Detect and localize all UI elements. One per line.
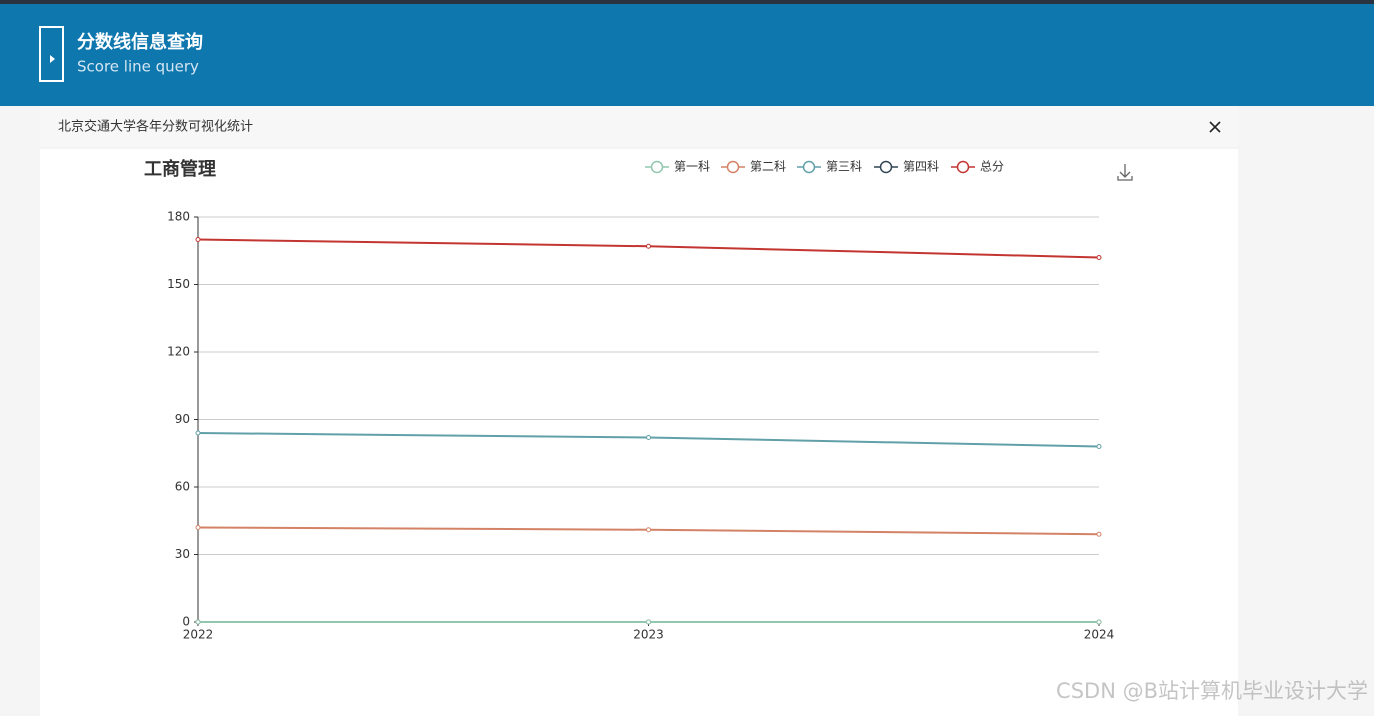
legend-icon <box>879 160 893 174</box>
data-point <box>195 430 201 436</box>
y-tick-label: 150 <box>167 277 190 291</box>
data-point <box>195 237 201 242</box>
data-point <box>1096 619 1102 625</box>
data-point <box>646 435 651 440</box>
legend-label: 第二科 <box>750 160 786 174</box>
dialog <box>40 106 1238 716</box>
data-point <box>1096 255 1102 260</box>
x-tick-label: 2023 <box>633 628 664 642</box>
data-point <box>195 619 201 625</box>
legend-item[interactable]: 第一科 <box>645 160 710 174</box>
x-tick-label: 2022 <box>183 628 214 642</box>
legend-label: 第三科 <box>826 160 862 174</box>
legend-item[interactable]: 第三科 <box>797 160 862 174</box>
header-icon <box>39 26 64 82</box>
legend-icon <box>956 160 970 174</box>
header-bar <box>0 0 1374 106</box>
legend-label: 第四科 <box>903 160 939 174</box>
data-point <box>646 527 651 533</box>
legend-icon <box>802 160 816 174</box>
data-point <box>195 525 201 530</box>
legend-label: 总分 <box>980 160 1004 174</box>
close-stroke[interactable] <box>1209 121 1221 133</box>
legend-item[interactable]: 第四科 <box>874 160 939 174</box>
y-tick-label: 180 <box>167 210 190 224</box>
y-tick-label: 30 <box>175 547 190 561</box>
dialog-title: 北京交通大学各年分数可视化统计 <box>58 119 253 135</box>
y-tick-label: 60 <box>175 480 190 494</box>
top-strip <box>0 0 1374 4</box>
chart-title: 工商管理 <box>144 158 216 180</box>
x-tick-label: 2024 <box>1084 628 1115 642</box>
y-tick-label: 90 <box>175 412 190 426</box>
y-tick-label: 120 <box>167 345 190 359</box>
data-point <box>1096 444 1102 449</box>
header-subtitle: Score line query <box>77 58 199 76</box>
data-point <box>646 243 651 249</box>
legend-icon <box>650 160 664 174</box>
legend-icon <box>726 160 740 174</box>
watermark: CSDN @B站计算机毕业设计大学 <box>1056 679 1368 703</box>
close-button[interactable] <box>1209 121 1221 133</box>
header-title: 分数线信息查询 <box>77 31 203 53</box>
legend-item[interactable]: 总分 <box>951 160 1004 174</box>
data-point <box>1096 531 1102 537</box>
dialog-header <box>40 106 1238 148</box>
data-point <box>646 619 651 625</box>
download-icon[interactable] <box>1117 164 1133 181</box>
download-button[interactable] <box>1117 164 1133 181</box>
y-tick-label: 0 <box>182 615 190 629</box>
legend-item[interactable]: 第二科 <box>721 160 786 174</box>
legend-label: 第一科 <box>674 160 710 174</box>
header-icon-arrow <box>50 55 55 63</box>
